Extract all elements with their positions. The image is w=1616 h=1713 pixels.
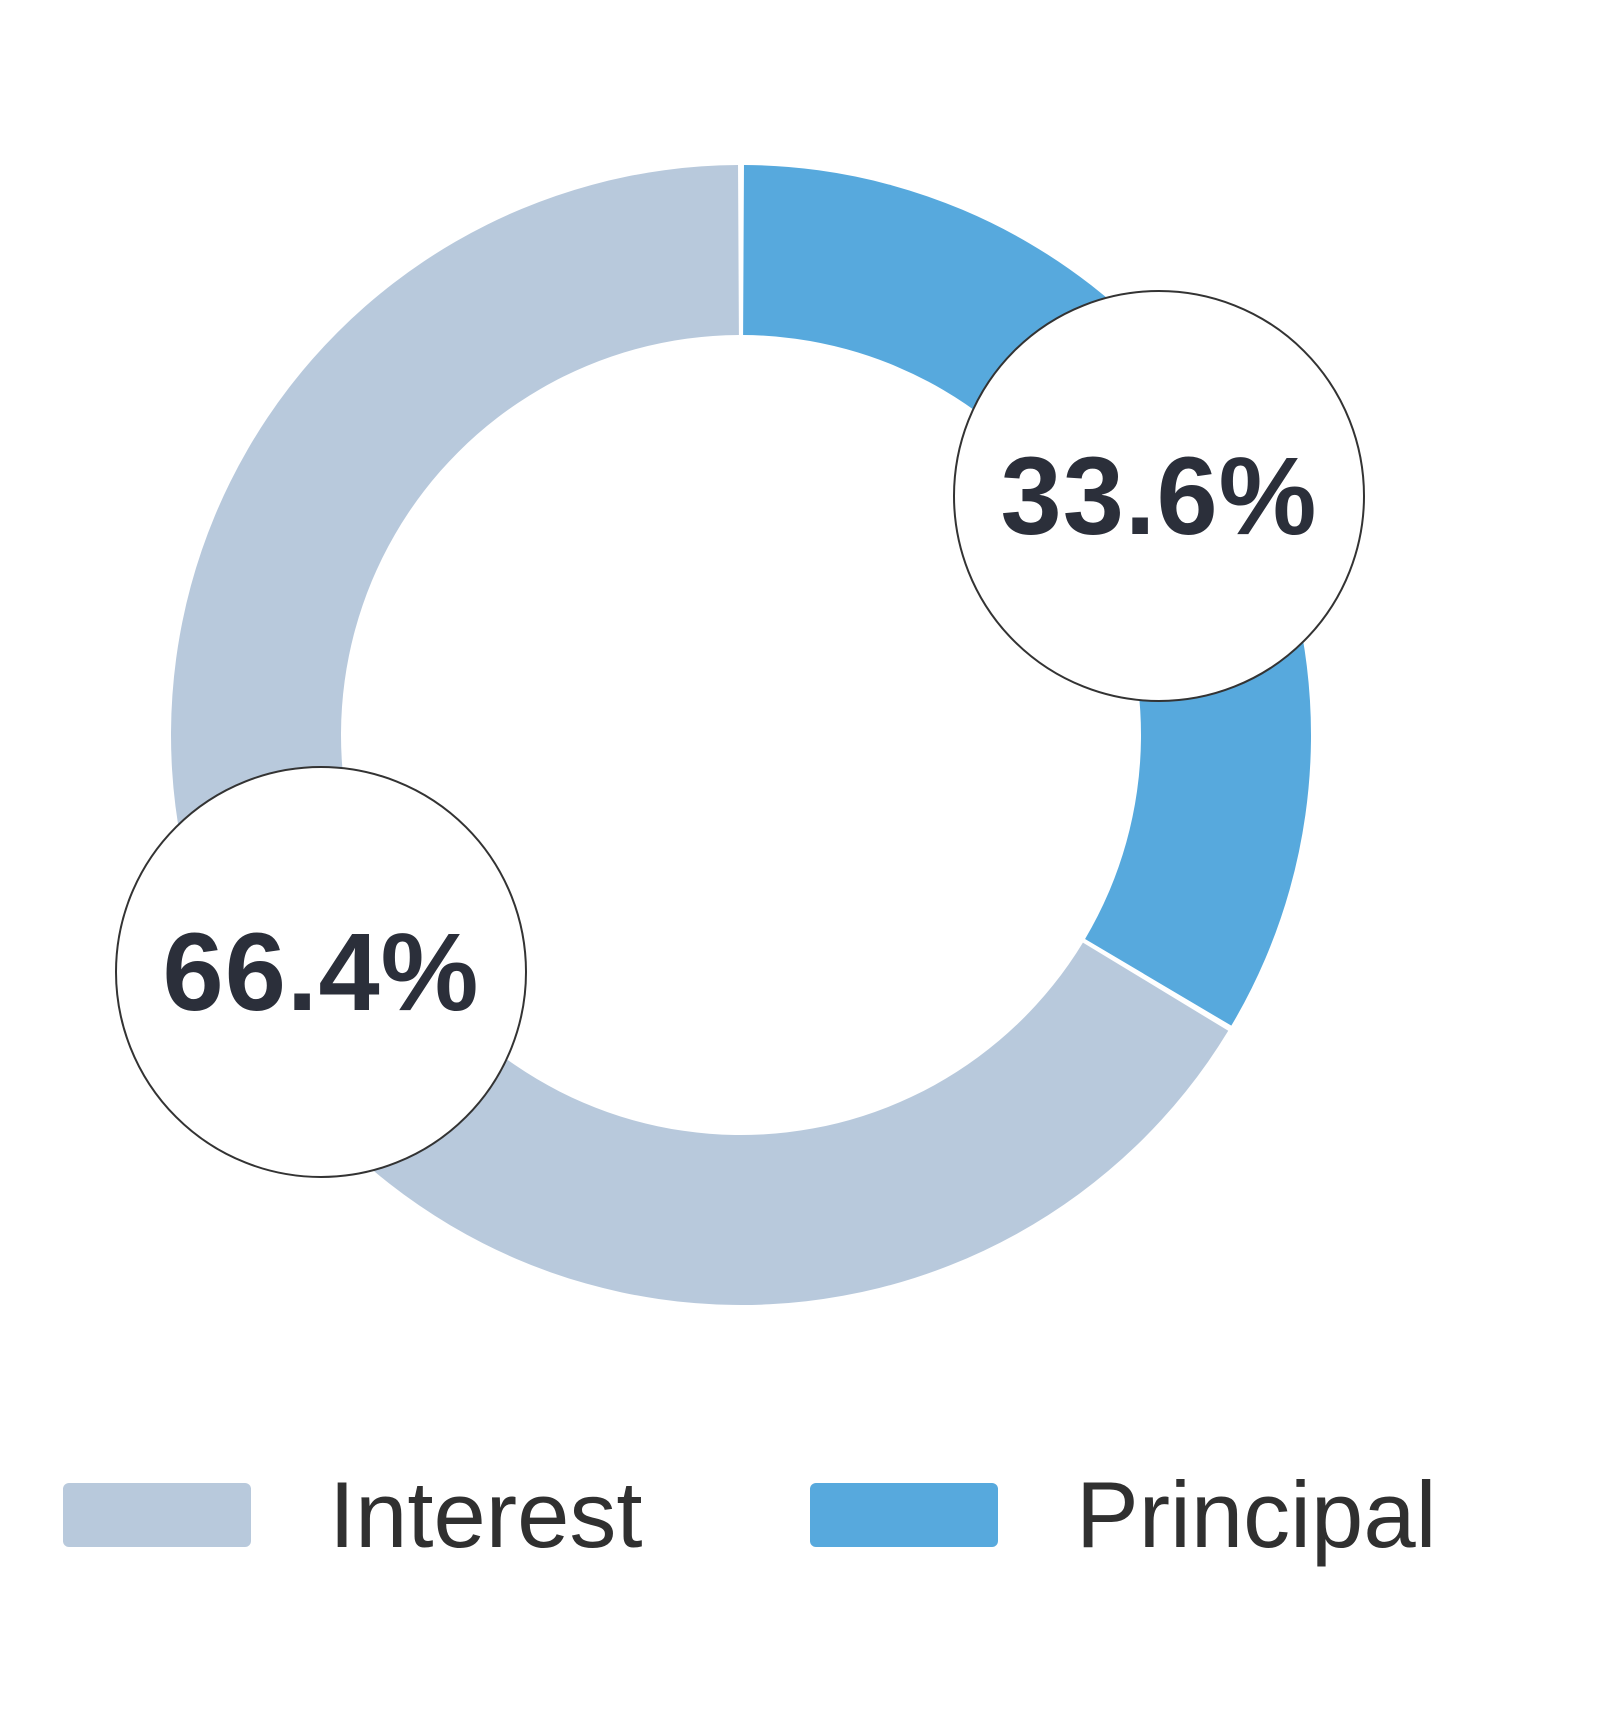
legend-item-principal: Principal — [810, 1468, 1437, 1562]
legend-label-interest: Interest — [329, 1462, 643, 1567]
principal-percentage-label: 33.6% — [1000, 434, 1318, 558]
interest-percentage-label: 66.4% — [162, 910, 480, 1034]
legend-swatch-interest — [63, 1483, 251, 1547]
legend-item-interest: Interest — [63, 1468, 643, 1562]
legend-label-principal: Principal — [1076, 1462, 1437, 1567]
callout-principal: 33.6% — [953, 290, 1365, 702]
legend-swatch-principal — [810, 1483, 998, 1547]
callout-interest: 66.4% — [115, 766, 527, 1178]
legend: Interest Principal — [0, 1468, 1616, 1588]
